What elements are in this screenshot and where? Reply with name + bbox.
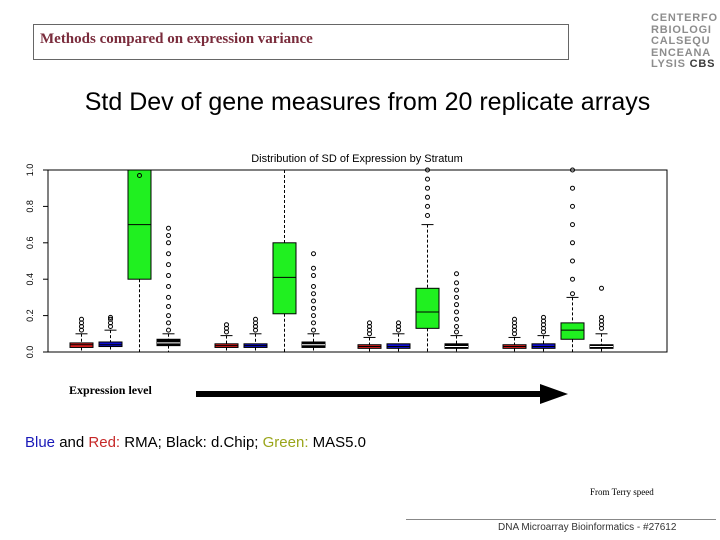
outlier-point: [570, 203, 575, 209]
legend-mas: MAS5.0: [308, 434, 367, 451]
footer-divider: [406, 519, 716, 520]
footer-text: DNA Microarray Bioinformatics - #27612: [498, 522, 677, 533]
y-tick-label: 0.2: [25, 309, 35, 322]
slide-title-box: Methods compared on expression variance: [33, 24, 569, 60]
logo-line: CENTERFO: [651, 12, 718, 24]
outlier-point: [79, 316, 84, 322]
outlier-point: [311, 273, 316, 279]
legend-red: Red:: [88, 434, 121, 451]
outlier-point: [570, 167, 575, 173]
outlier-point: [166, 294, 171, 300]
outlier-point: [311, 283, 316, 289]
outlier-point: [166, 240, 171, 246]
outlier-point: [425, 176, 430, 182]
outlier-point: [311, 327, 316, 333]
outlier-point: [166, 320, 171, 326]
outlier-point: [425, 203, 430, 209]
outlier-point: [311, 291, 316, 297]
outlier-point: [454, 302, 459, 308]
outlier-point: [166, 225, 171, 231]
outlier-point: [166, 251, 171, 257]
outlier-point: [454, 316, 459, 322]
outlier-point: [311, 265, 316, 271]
outlier-point: [512, 316, 517, 322]
logo-line: LYSIS: [651, 58, 686, 71]
outlier-point: [108, 314, 113, 320]
chart-title: Distribution of SD of Expression by Stra…: [251, 153, 463, 165]
outlier-point: [224, 322, 229, 328]
outlier-point: [570, 240, 575, 246]
slide-subtitle: Std Dev of gene measures from 20 replica…: [84, 88, 651, 116]
legend-caption: Blue and Red: RMA; Black: d.Chip; Green:…: [25, 434, 366, 451]
outlier-point: [425, 185, 430, 191]
outlier-point: [570, 276, 575, 282]
outlier-point: [425, 167, 430, 173]
outlier-point: [166, 233, 171, 239]
outlier-point: [570, 185, 575, 191]
outlier-point: [454, 271, 459, 277]
boxplot-chart: Distribution of SD of Expression by Stra…: [25, 153, 668, 359]
y-tick-label: 1.0: [25, 164, 35, 177]
logo-line: RBIOLOGI: [651, 23, 712, 36]
outlier-point: [425, 194, 430, 200]
outlier-point: [311, 251, 316, 257]
outlier-point: [166, 283, 171, 289]
outlier-point: [166, 273, 171, 279]
outlier-point: [253, 316, 258, 322]
outlier-point: [570, 291, 575, 297]
y-tick-label: 0.8: [25, 200, 35, 213]
source-credit: From Terry speed: [590, 487, 654, 497]
box: [415, 287, 440, 329]
outlier-point: [454, 294, 459, 300]
expression-level-arrow: [196, 384, 568, 404]
outlier-point: [570, 258, 575, 264]
slide-title: Methods compared on expression variance: [40, 31, 313, 47]
outlier-point: [367, 320, 372, 326]
outlier-point: [311, 298, 316, 304]
outlier-point: [454, 324, 459, 330]
outlier-point: [454, 329, 459, 335]
y-tick-label: 0.4: [25, 273, 35, 286]
logo-accent: CBS: [689, 58, 716, 71]
outlier-point: [570, 222, 575, 228]
outlier-point: [108, 316, 113, 322]
box: [272, 242, 297, 315]
plot-frame: [47, 169, 668, 353]
outlier-point: [454, 309, 459, 315]
legend-and: and: [55, 434, 89, 451]
outlier-point: [311, 313, 316, 319]
y-tick-label: 0.0: [25, 346, 35, 359]
legend-rma: RMA; Black: d.Chip;: [120, 434, 263, 451]
outlier-point: [311, 305, 316, 311]
expression-level-label: Expression level: [69, 383, 152, 397]
logo-line: ENCEANA: [651, 46, 711, 59]
legend-blue: Blue: [25, 434, 56, 451]
outlier-point: [166, 313, 171, 319]
outlier-point: [137, 172, 142, 178]
outlier-point: [454, 287, 459, 293]
cbs-logo: CENTERFO RBIOLOGI CALSEQU ENCEANA LYSIS …: [651, 12, 718, 71]
outlier-point: [396, 320, 401, 326]
outlier-point: [454, 280, 459, 286]
outlier-point: [599, 314, 604, 320]
box: [560, 322, 585, 340]
outlier-point: [599, 285, 604, 291]
legend-green: Green:: [262, 434, 309, 451]
outlier-point: [166, 262, 171, 268]
outlier-point: [425, 213, 430, 218]
y-tick-label: 0.6: [25, 237, 35, 250]
outlier-point: [166, 304, 171, 309]
outlier-point: [311, 320, 316, 326]
outlier-point: [166, 327, 171, 333]
outlier-point: [541, 314, 546, 320]
logo-line: CALSEQU: [651, 35, 711, 48]
